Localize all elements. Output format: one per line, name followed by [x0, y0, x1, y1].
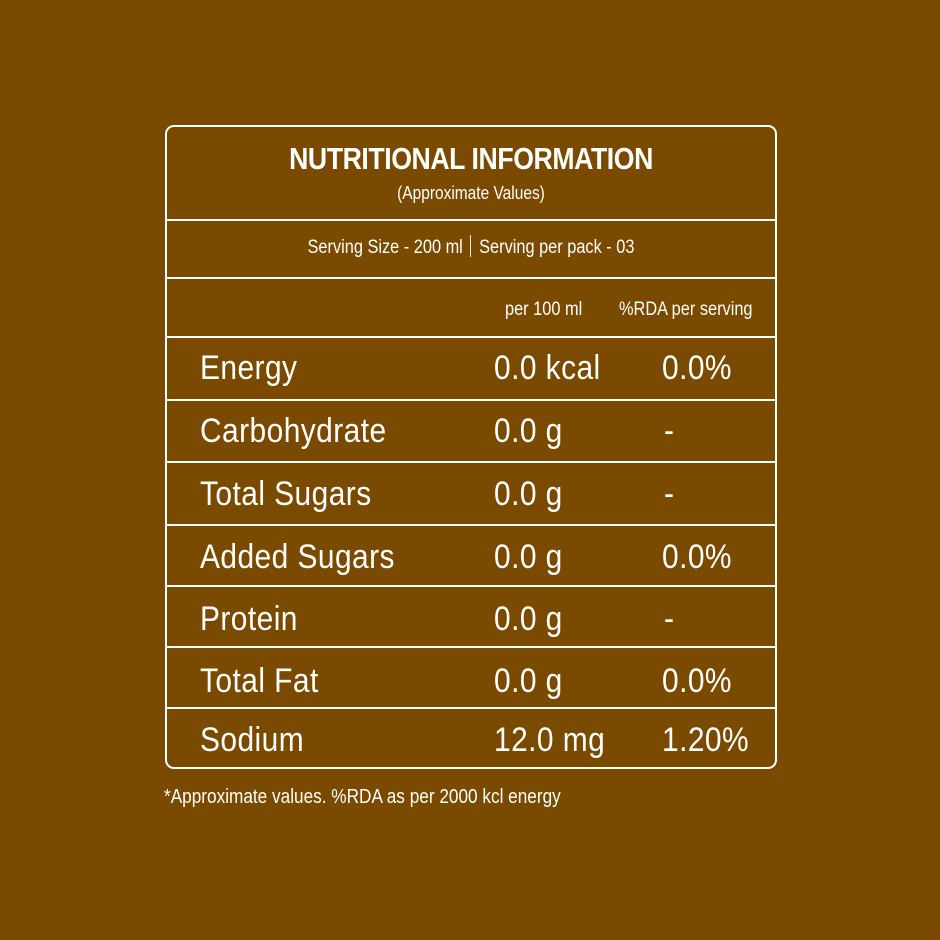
row-name-protein: Protein — [200, 600, 298, 638]
row-value-carbohydrate: 0.0 g — [494, 412, 563, 450]
row-rda-energy: 0.0% — [662, 349, 732, 387]
panel-title: NUTRITIONAL INFORMATION — [289, 141, 653, 176]
column-header-per-100ml: per 100 ml — [505, 299, 583, 320]
row-rda-carbohydrate: - — [664, 412, 675, 450]
servings-per-pack: Serving per pack - 03 — [479, 237, 635, 259]
panel-subtitle: (Approximate Values) — [397, 183, 545, 203]
divider — [167, 277, 775, 279]
divider — [167, 399, 775, 401]
row-name-total-fat: Total Fat — [200, 662, 319, 700]
divider — [167, 707, 775, 709]
row-value-added-sugars: 0.0 g — [494, 538, 563, 576]
row-rda-total-fat: 0.0% — [662, 662, 732, 700]
nutrition-panel: NUTRITIONAL INFORMATION (Approximate Val… — [165, 125, 777, 769]
footnote: *Approximate values. %RDA as per 2000 kc… — [164, 786, 561, 808]
row-value-total-fat: 0.0 g — [494, 662, 563, 700]
row-value-energy: 0.0 kcal — [494, 349, 601, 387]
divider — [167, 461, 775, 463]
row-value-total-sugars: 0.0 g — [494, 475, 563, 513]
row-name-sodium: Sodium — [200, 721, 305, 759]
serving-separator — [470, 235, 472, 257]
row-name-energy: Energy — [200, 349, 298, 387]
row-name-carbohydrate: Carbohydrate — [200, 412, 387, 450]
divider — [167, 585, 775, 587]
divider — [167, 646, 775, 648]
divider — [167, 524, 775, 526]
row-rda-total-sugars: - — [664, 475, 675, 513]
serving-size: Serving Size - 200 ml — [307, 237, 463, 259]
row-name-added-sugars: Added Sugars — [200, 538, 395, 576]
divider — [167, 336, 775, 338]
row-rda-protein: - — [664, 600, 675, 638]
row-rda-added-sugars: 0.0% — [662, 538, 732, 576]
row-rda-sodium: 1.20% — [662, 721, 750, 759]
serving-info: Serving Size - 200 ml Serving per pack - … — [210, 235, 733, 259]
column-header-rda: %RDA per serving — [619, 299, 753, 320]
divider — [167, 219, 775, 221]
row-value-sodium: 12.0 mg — [494, 721, 606, 759]
row-value-protein: 0.0 g — [494, 600, 563, 638]
row-name-total-sugars: Total Sugars — [200, 475, 372, 513]
